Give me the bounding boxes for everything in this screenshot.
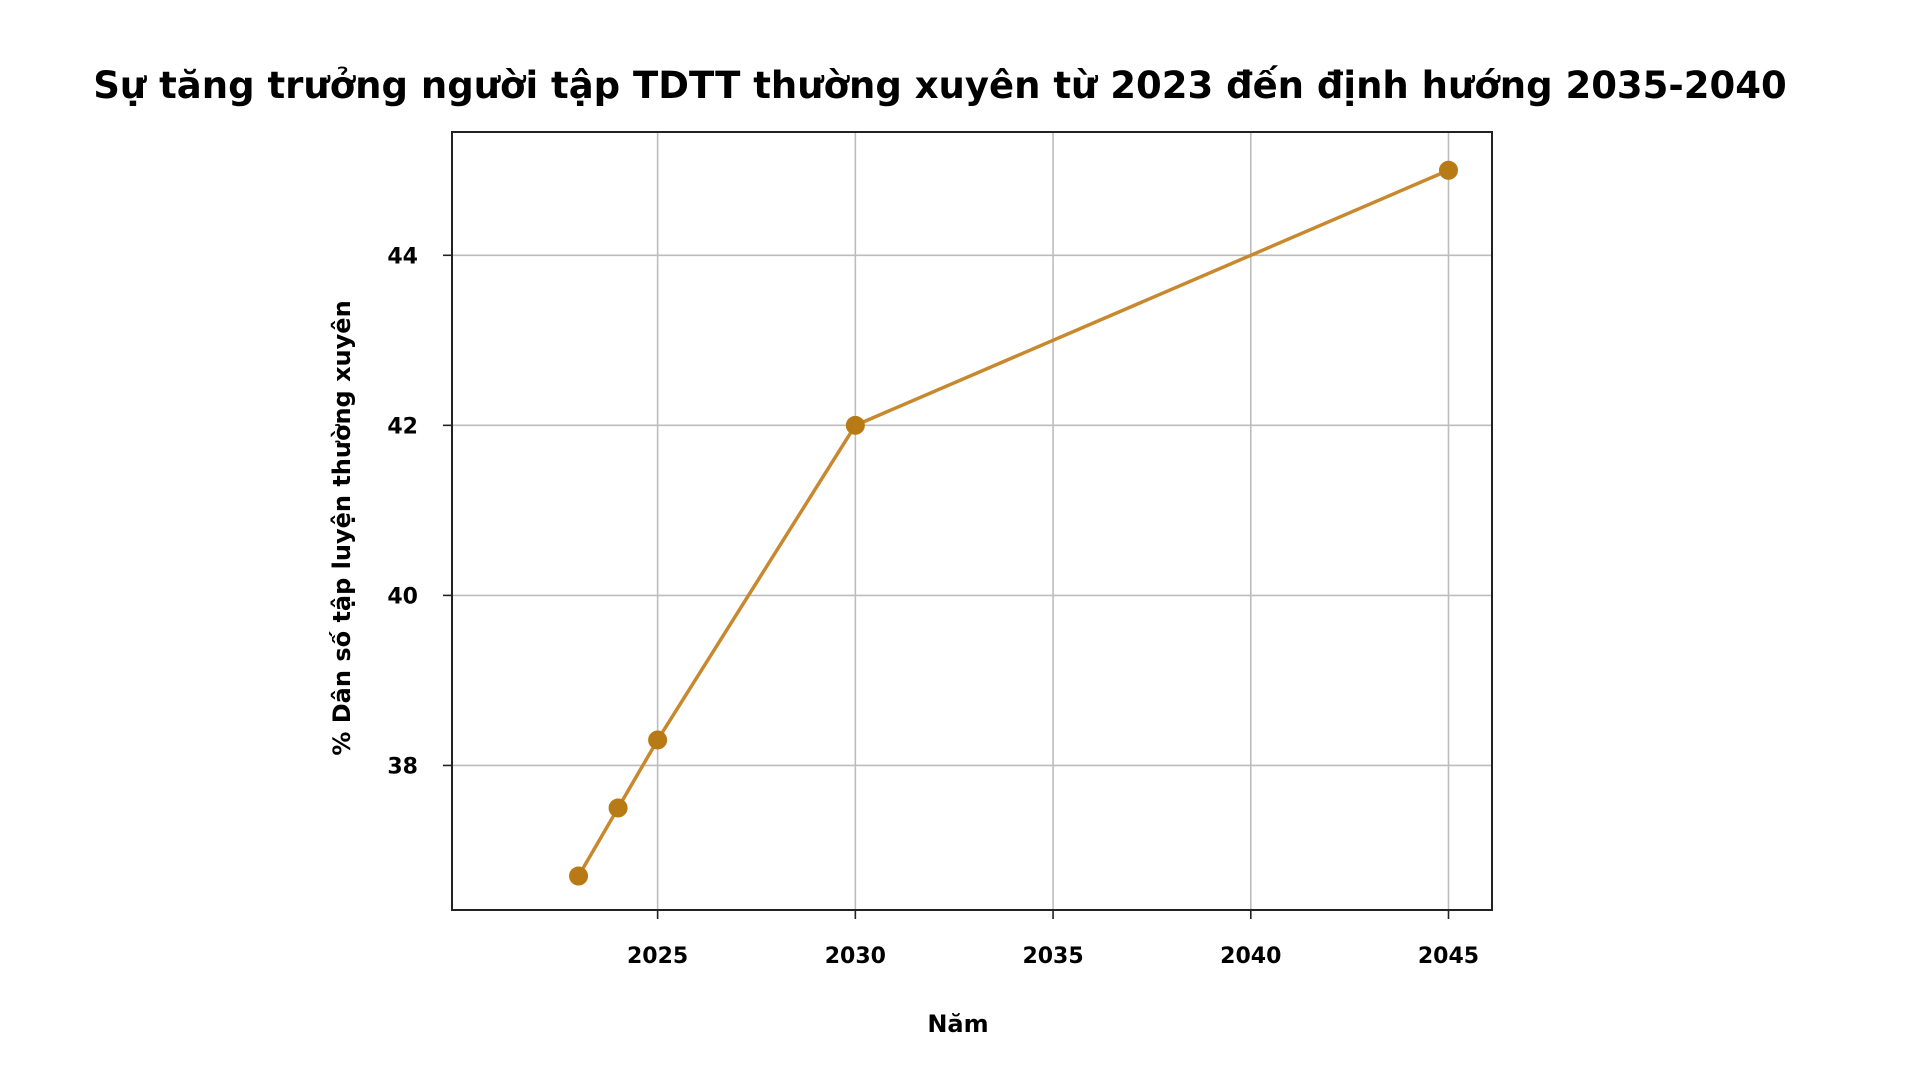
data-point — [845, 415, 865, 435]
x-tick-label: 2030 — [825, 944, 886, 969]
y-tick-label: 44 — [387, 244, 418, 269]
grid-lines — [452, 132, 1492, 910]
data-point — [1439, 160, 1459, 180]
x-tick-label: 2035 — [1022, 944, 1083, 969]
plot-area-frame — [451, 131, 1493, 911]
data-point — [569, 866, 589, 886]
data-point — [608, 798, 628, 818]
x-tick-label: 2040 — [1220, 944, 1281, 969]
series-layer — [569, 160, 1459, 886]
y-axis-label: % Dân số tập luyện thường xuyên — [328, 300, 356, 755]
y-tick-label: 42 — [387, 414, 418, 439]
axis-ticks: 2025 2030 2035 2040 2045 38 40 42 44 — [387, 244, 1479, 969]
x-tick-label: 2045 — [1418, 944, 1479, 969]
x-axis-label: Năm — [927, 1010, 988, 1038]
y-tick-label: 40 — [387, 584, 418, 609]
x-tick-label: 2025 — [627, 944, 688, 969]
chart-title: Sự tăng trưởng người tập TDTT thường xuy… — [93, 64, 1787, 107]
y-tick-label: 38 — [387, 754, 418, 779]
data-point — [648, 730, 668, 750]
